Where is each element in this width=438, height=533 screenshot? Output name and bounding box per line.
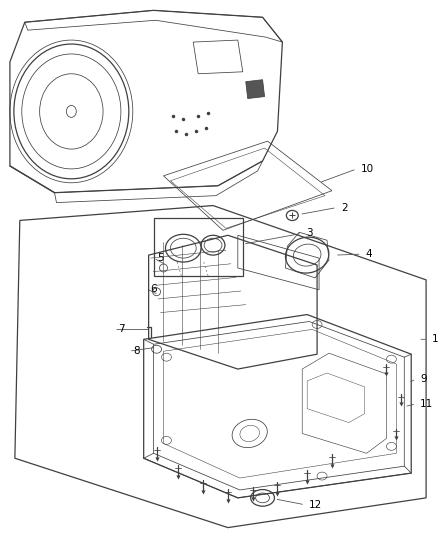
Text: 7: 7 <box>118 325 124 334</box>
Text: 3: 3 <box>306 228 313 238</box>
Text: 1: 1 <box>432 334 438 344</box>
Text: 4: 4 <box>366 249 372 259</box>
Text: 12: 12 <box>309 500 322 510</box>
Text: 8: 8 <box>133 346 139 356</box>
Text: 10: 10 <box>360 164 374 174</box>
Text: 6: 6 <box>151 284 157 294</box>
Text: 9: 9 <box>420 374 427 384</box>
Text: 5: 5 <box>158 253 164 263</box>
Polygon shape <box>246 80 265 99</box>
Text: 2: 2 <box>341 203 347 213</box>
Text: 11: 11 <box>420 399 433 409</box>
